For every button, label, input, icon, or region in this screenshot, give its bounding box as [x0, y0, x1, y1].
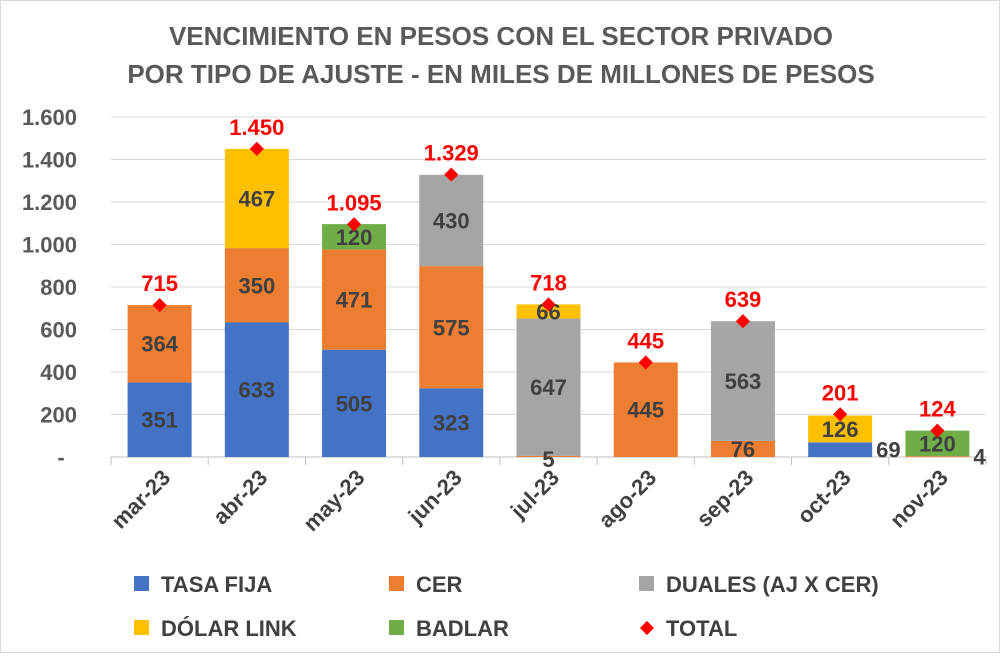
total-data-label: 715	[141, 271, 178, 296]
bar-segment	[322, 249, 387, 350]
y-tick-label: 1.200	[22, 190, 77, 215]
bar-data-label: 364	[141, 332, 178, 357]
legend-swatch	[389, 620, 404, 635]
total-data-label: 1.095	[327, 190, 382, 215]
legend-label: TASA FIJA	[161, 572, 272, 597]
bar-data-label: 633	[238, 378, 275, 403]
x-tick-label: sep-23	[692, 465, 759, 532]
bar-segment	[224, 148, 289, 249]
bar-data-label: 471	[336, 288, 373, 313]
legend-label: CER	[416, 572, 463, 597]
total-data-label: 201	[822, 380, 859, 405]
bar-data-label: 505	[336, 391, 373, 416]
x-tick-label: jun-23	[403, 465, 467, 529]
bar-data-label: 445	[627, 398, 664, 423]
bar-data-label: 323	[433, 411, 470, 436]
y-tick-label: 1.000	[22, 233, 77, 258]
x-tick-label: oct-23	[792, 465, 855, 528]
total-data-label: 1.329	[424, 141, 479, 166]
bar-data-label: 575	[433, 315, 470, 340]
bar-segment	[127, 382, 192, 457]
y-tick-label: 1.600	[22, 105, 77, 130]
total-marker	[833, 407, 848, 422]
bar-data-label: 647	[530, 375, 567, 400]
x-tick-label: abr-23	[208, 465, 272, 529]
y-tick-label: 200	[40, 403, 77, 428]
total-marker	[152, 297, 167, 313]
bar-segment	[322, 349, 387, 457]
bar-segment	[613, 362, 678, 457]
chart-title-line-2: POR TIPO DE AJUSTE - EN MILES DE MILLONE…	[127, 59, 874, 89]
bar-segment	[419, 174, 484, 267]
bar-segment	[419, 388, 484, 457]
bar-data-label: 4	[973, 445, 986, 470]
total-data-label: 124	[919, 397, 956, 422]
bar-segment	[127, 305, 192, 383]
bar-segment	[419, 266, 484, 389]
bar-data-label: 350	[238, 273, 275, 298]
bar-data-label: 69	[876, 438, 900, 463]
x-tick-label: ago-23	[593, 465, 661, 533]
bar-data-label: 351	[141, 408, 178, 433]
bar-segment	[808, 442, 873, 457]
x-tick-label: may-23	[298, 465, 369, 536]
y-tick-label: 800	[40, 275, 77, 300]
y-tick-label: -	[57, 445, 64, 470]
legend-swatch	[639, 576, 654, 591]
x-tick-label: jul-23	[505, 465, 564, 524]
legend-swatch	[389, 576, 404, 591]
bar-segment	[224, 248, 289, 323]
total-data-label: 718	[530, 270, 567, 295]
total-marker	[735, 314, 751, 329]
legend-swatch	[639, 620, 655, 636]
total-marker	[444, 167, 459, 182]
chart-title-line-1: VENCIMIENTO EN PESOS CON EL SECTOR PRIVA…	[169, 21, 833, 51]
legend-swatch	[134, 576, 149, 591]
total-marker	[930, 423, 945, 438]
x-tick-label: mar-23	[106, 465, 175, 534]
bar-data-label: 563	[725, 369, 762, 394]
total-marker	[541, 297, 556, 312]
total-data-label: 1.450	[229, 115, 284, 140]
bar-segment	[516, 455, 581, 457]
y-tick-label: 1.400	[22, 148, 77, 173]
bar-data-label: 76	[731, 437, 755, 462]
bar-segment	[710, 440, 775, 457]
legend-label: BADLAR	[416, 616, 509, 641]
legend-label: DUALES (AJ X CER)	[666, 572, 879, 597]
bars	[127, 148, 970, 457]
total-marker	[346, 217, 362, 232]
legend-label: DÓLAR LINK	[161, 616, 297, 641]
bar-segment	[516, 318, 581, 456]
x-tick-label: nov-23	[885, 465, 953, 533]
bar-data-label: 430	[433, 208, 470, 233]
legend-label: TOTAL	[666, 616, 737, 641]
legend: TASA FIJA CER DUALES (AJ X CER) DÓLAR LINK B…	[134, 572, 879, 641]
total-data-label: 639	[725, 287, 762, 312]
total-marker	[638, 355, 653, 370]
bar-data-label: 467	[238, 186, 275, 211]
bar-segment	[710, 321, 775, 441]
legend-swatch	[134, 620, 149, 635]
bar-segment	[224, 322, 289, 457]
bar-data-label: 5	[542, 447, 554, 472]
y-tick-label: 400	[40, 360, 77, 385]
total-data-label: 445	[627, 328, 664, 353]
y-tick-label: 600	[40, 318, 77, 343]
bar-segment	[905, 456, 970, 457]
